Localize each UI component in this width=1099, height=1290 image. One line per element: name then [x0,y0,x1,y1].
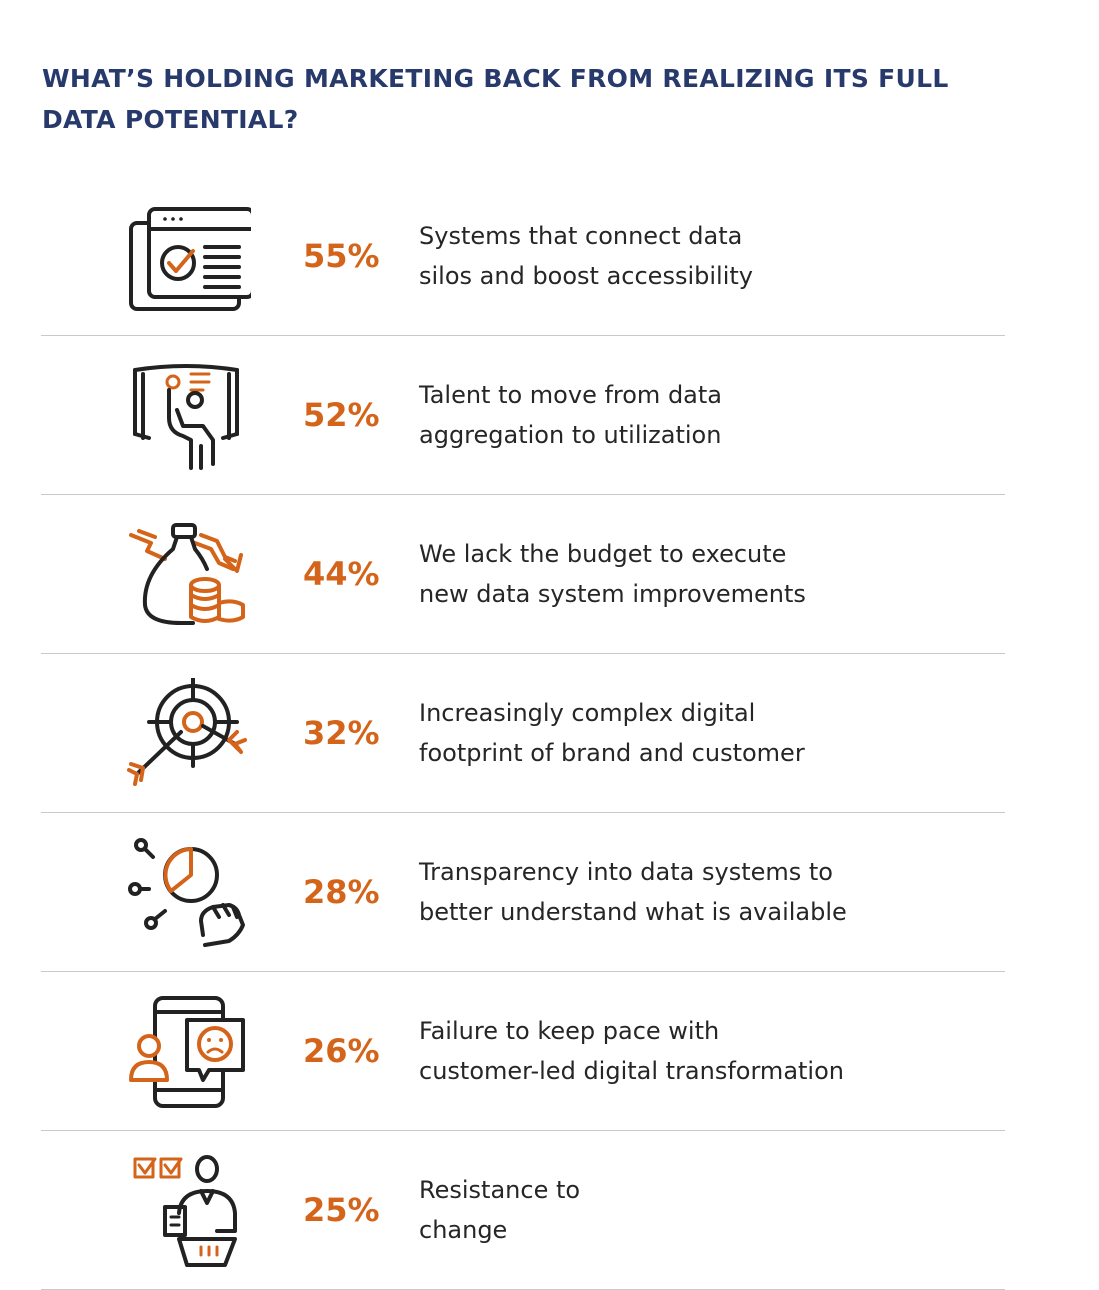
description: Increasingly complex digital footprint of… [419,653,979,812]
description-line-2: change [419,1215,508,1244]
money-bag-decline-icon [121,519,251,631]
title-line-2: DATA POTENTIAL? [42,105,299,134]
description-line-1: Systems that connect data [419,221,743,250]
description-line-2: new data system improvements [419,579,806,608]
description-line-1: We lack the budget to execute [419,539,787,568]
percentage-value: 32% [303,713,380,752]
description-line-1: Transparency into data systems to [419,857,833,886]
stat-row: 55% Systems that connect data silos and b… [41,176,1005,336]
percentage-value: 25% [303,1190,380,1229]
description-line-2: footprint of brand and customer [419,738,805,767]
description-line-2: silos and boost accessibility [419,261,753,290]
stat-row: 25% Resistance to change [41,1130,1005,1290]
description-line-1: Resistance to [419,1175,581,1204]
phone-unhappy-customer-icon [121,996,251,1108]
description-line-2: aggregation to utilization [419,420,722,449]
description-line-1: Failure to keep pace with [419,1016,720,1045]
description: We lack the budget to execute new data sy… [419,494,979,653]
percentage-value: 26% [303,1031,380,1070]
stat-row: 26% Failure to keep pace with customer-le… [41,971,1005,1131]
description-line-2: customer-led digital transformation [419,1056,844,1085]
description-line-1: Talent to move from data [419,380,722,409]
description: Failure to keep pace with customer-led di… [419,971,979,1130]
browser-checklist-icon [121,201,251,313]
stat-row: 32% Increasingly complex digital footprin… [41,653,1005,813]
description: Systems that connect data silos and boost… [419,176,979,335]
description: Resistance to change [419,1130,979,1289]
target-arrows-icon [121,678,251,790]
percentage-value: 28% [303,872,380,911]
person-touchscreen-icon [121,360,251,472]
description-line-1: Increasingly complex digital [419,698,756,727]
percentage-value: 55% [303,236,380,275]
stat-row: 52% Talent to move from data aggregation … [41,335,1005,495]
description: Talent to move from data aggregation to u… [419,335,979,494]
stat-row: 44% We lack the budget to execute new dat… [41,494,1005,654]
description-line-2: better understand what is available [419,897,847,926]
percentage-value: 52% [303,395,380,434]
page-title: WHAT’S HOLDING MARKETING BACK FROM REALI… [42,58,1042,140]
person-checklist-icon [121,1155,251,1267]
title-line-1: WHAT’S HOLDING MARKETING BACK FROM REALI… [42,64,949,93]
description: Transparency into data systems to better … [419,812,979,971]
percentage-value: 44% [303,554,380,593]
stat-row: 28% Transparency into data systems to bet… [41,812,1005,972]
pie-chart-hand-icon [121,837,251,949]
